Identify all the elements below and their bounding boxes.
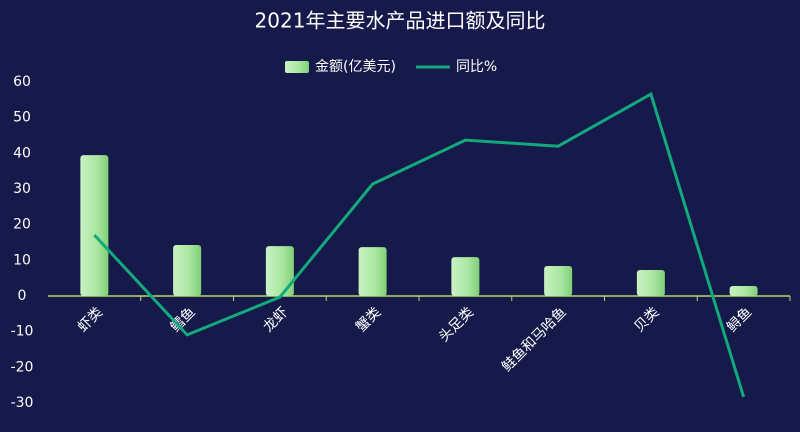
legend-swatch [285, 61, 309, 73]
legend-label: 同比% [456, 59, 497, 75]
legend-label: 金额(亿美元) [315, 59, 396, 75]
y-tick-label: 0 [18, 288, 27, 304]
chart-title: 2021年主要水产品进口额及同比 [255, 9, 546, 33]
y-tick-label: -30 [11, 395, 34, 411]
y-tick-label: 60 [13, 74, 31, 90]
bar [265, 246, 294, 296]
y-tick-label: 10 [13, 252, 31, 268]
bar [358, 247, 387, 296]
bar [173, 244, 202, 296]
y-tick-label: -10 [11, 324, 34, 340]
bar [544, 266, 573, 296]
bar [636, 269, 665, 296]
y-tick-label: 50 [13, 110, 31, 126]
bar [729, 286, 758, 296]
y-tick-label: 30 [13, 181, 31, 197]
y-tick-label: 20 [13, 217, 31, 233]
bar [80, 155, 109, 296]
y-tick-label: 40 [13, 145, 31, 161]
bar [451, 257, 480, 296]
line [93, 91, 746, 398]
y-tick-label: -20 [11, 359, 34, 375]
